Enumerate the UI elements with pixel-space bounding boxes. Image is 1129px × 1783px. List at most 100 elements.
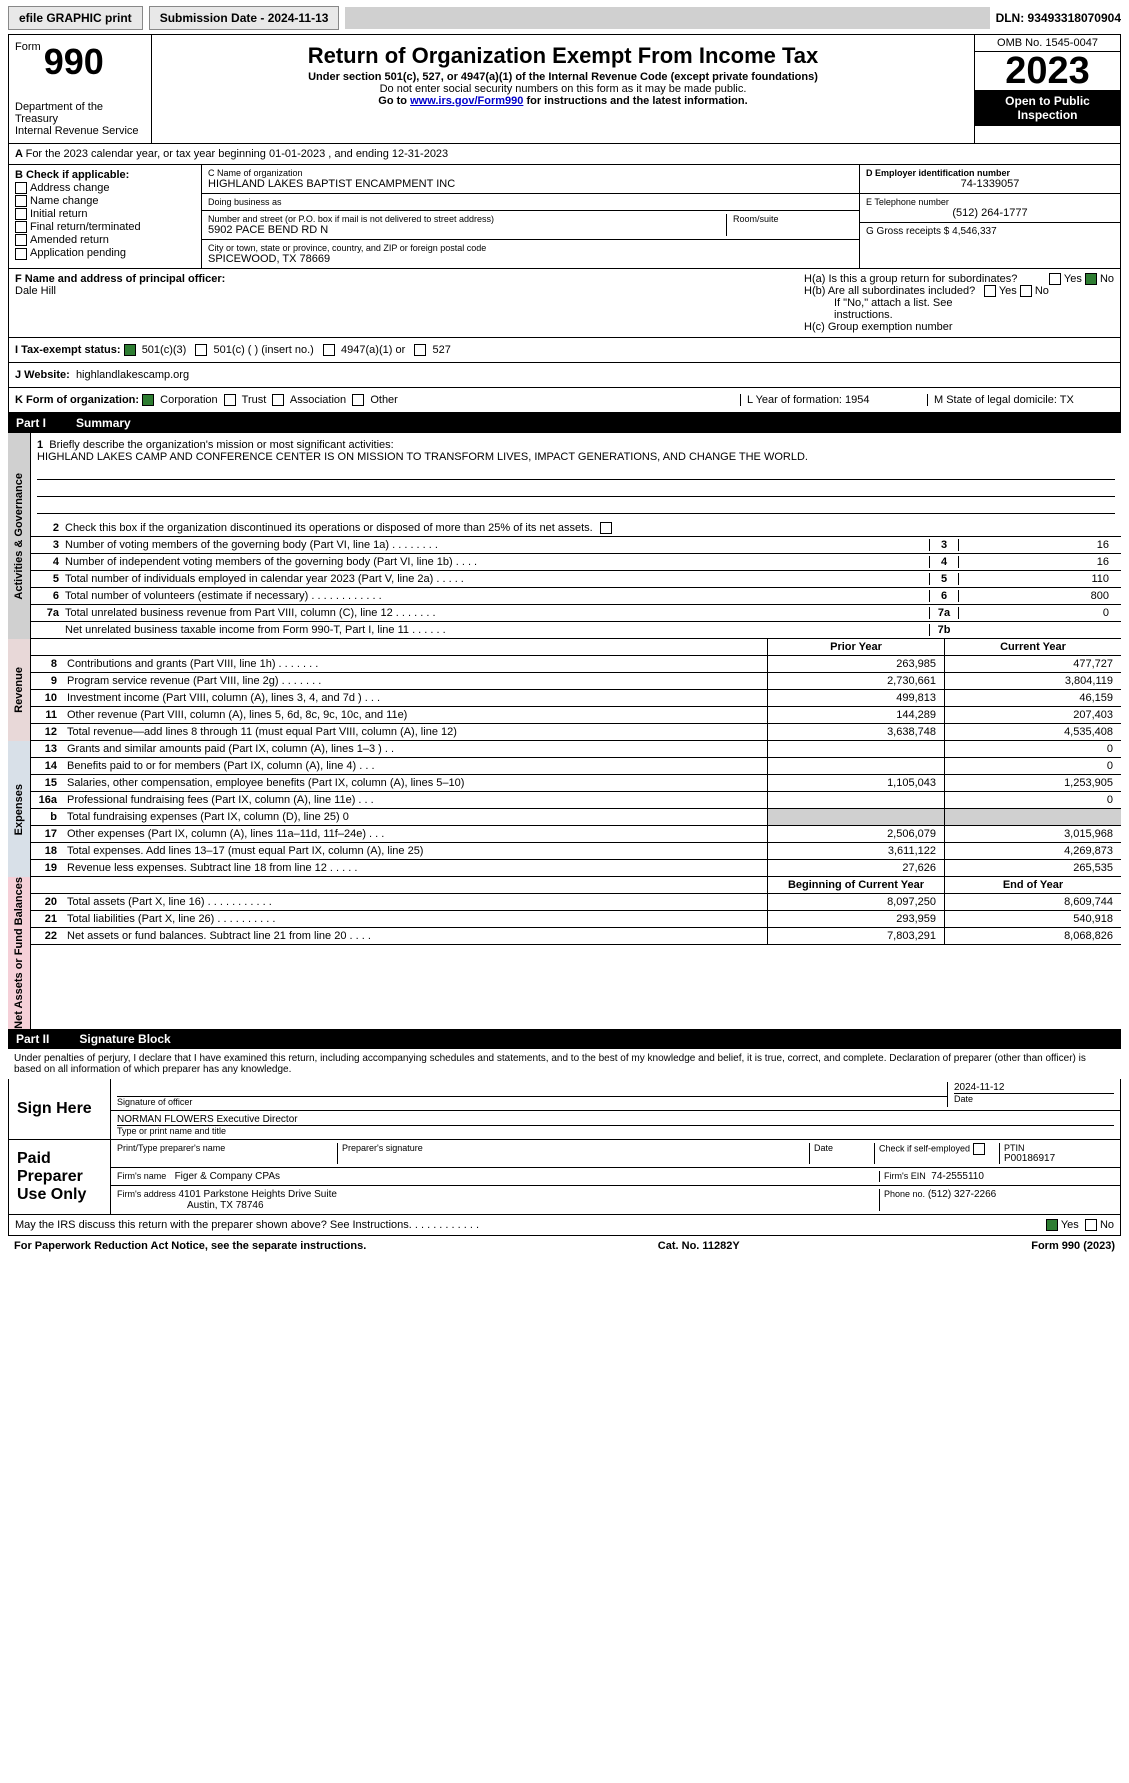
- room-label: Room/suite: [733, 214, 853, 224]
- footer-left: For Paperwork Reduction Act Notice, see …: [14, 1240, 366, 1252]
- form-page: efile GRAPHIC print Submission Date - 20…: [0, 0, 1129, 1262]
- mission-label: Briefly describe the organization's miss…: [49, 439, 393, 451]
- chk-trust[interactable]: [224, 394, 236, 406]
- data-line-17: 17Other expenses (Part IX, column (A), l…: [31, 826, 1121, 843]
- firm-addr2: Austin, TX 78746: [117, 1200, 879, 1211]
- sign-date-value: 2024-11-12: [954, 1082, 1114, 1093]
- part2-title: Signature Block: [79, 1032, 170, 1046]
- firm-phone-label: Phone no.: [884, 1189, 925, 1199]
- submission-date-button[interactable]: Submission Date - 2024-11-13: [149, 6, 340, 30]
- state-domicile: M State of legal domicile: TX: [927, 394, 1114, 406]
- tax-year: 2023: [975, 52, 1120, 90]
- website-label: J Website:: [15, 369, 70, 381]
- efile-print-button[interactable]: efile GRAPHIC print: [8, 6, 143, 30]
- data-line-22: 22Net assets or fund balances. Subtract …: [31, 928, 1121, 945]
- sign-here-block: Sign Here Signature of officer 2024-11-1…: [8, 1079, 1121, 1140]
- line-2: 2 Check this box if the organization dis…: [31, 520, 1121, 537]
- chk-name-change[interactable]: Name change: [15, 195, 195, 207]
- data-line-b: bTotal fundraising expenses (Part IX, co…: [31, 809, 1121, 826]
- chk-4947[interactable]: [323, 344, 335, 356]
- activities-tab: Activities & Governance: [8, 433, 30, 639]
- chk-other[interactable]: [352, 394, 364, 406]
- row-k-org: K Form of organization: Corporation Trus…: [8, 388, 1121, 413]
- irs-link[interactable]: www.irs.gov/Form990: [410, 95, 523, 107]
- expenses-tab: Expenses: [8, 741, 30, 877]
- street-label: Number and street (or P.O. box if mail i…: [208, 214, 726, 224]
- taxyear-text: For the 2023 calendar year, or tax year …: [26, 148, 449, 160]
- ha-no-checkbox[interactable]: [1085, 273, 1097, 285]
- netassets-body: Beginning of Current Year End of Year 20…: [30, 877, 1121, 1029]
- activity-line-6: 6Total number of volunteers (estimate if…: [31, 588, 1121, 605]
- col-c-orginfo: C Name of organization HIGHLAND LAKES BA…: [202, 165, 859, 268]
- formorg-label: K Form of organization:: [15, 394, 139, 406]
- mission-block: 1 Briefly describe the organization's mi…: [31, 433, 1121, 520]
- form-subtitle-2: Do not enter social security numbers on …: [162, 83, 964, 95]
- chk-initial-return[interactable]: Initial return: [15, 208, 195, 220]
- officer-value: Dale Hill: [15, 285, 792, 297]
- revenue-section: Revenue Prior Year Current Year 8Contrib…: [8, 639, 1121, 741]
- firm-addr1: 4101 Parkstone Heights Drive Suite: [179, 1189, 337, 1200]
- mission-text: HIGHLAND LAKES CAMP AND CONFERENCE CENTE…: [37, 451, 808, 463]
- chk-corp[interactable]: [142, 394, 154, 406]
- header-left-cell: Form 990 Department of the Treasury Inte…: [9, 35, 152, 143]
- discuss-text: May the IRS discuss this return with the…: [15, 1219, 1046, 1231]
- data-line-12: 12Total revenue—add lines 8 through 11 (…: [31, 724, 1121, 741]
- sign-here-label: Sign Here: [9, 1079, 111, 1139]
- netassets-header-row: Beginning of Current Year End of Year: [31, 877, 1121, 894]
- data-line-21: 21Total liabilities (Part X, line 26) . …: [31, 911, 1121, 928]
- chk-self-employed[interactable]: [973, 1143, 985, 1155]
- ha-yes-checkbox[interactable]: [1049, 273, 1061, 285]
- chk-address-change[interactable]: Address change: [15, 182, 195, 194]
- expenses-section: Expenses 13Grants and similar amounts pa…: [8, 741, 1121, 877]
- taxexempt-label: I Tax-exempt status:: [15, 344, 121, 356]
- chk-application-pending[interactable]: Application pending: [15, 247, 195, 259]
- expenses-body: 13Grants and similar amounts paid (Part …: [30, 741, 1121, 877]
- street-value: 5902 PACE BEND RD N: [208, 224, 726, 236]
- discuss-no-checkbox[interactable]: [1085, 1219, 1097, 1231]
- hb-label: H(b) Are all subordinates included?: [804, 285, 975, 297]
- hb-no-checkbox[interactable]: [1020, 285, 1032, 297]
- paid-body: Print/Type preparer's name Preparer's si…: [111, 1140, 1120, 1214]
- chk-discontinued[interactable]: [600, 522, 612, 534]
- form-title: Return of Organization Exempt From Incom…: [162, 43, 964, 69]
- chk-assoc[interactable]: [272, 394, 284, 406]
- col-f-officer: F Name and address of principal officer:…: [9, 269, 798, 337]
- data-line-10: 10Investment income (Part VIII, column (…: [31, 690, 1121, 707]
- form-subtitle-3: Go to www.irs.gov/Form990 for instructio…: [162, 95, 964, 107]
- chk-527[interactable]: [414, 344, 426, 356]
- mission-line1: [37, 465, 1115, 480]
- activity-line-7b: Net unrelated business taxable income fr…: [31, 622, 1121, 639]
- chk-501c[interactable]: [195, 344, 207, 356]
- data-line-8: 8Contributions and grants (Part VIII, li…: [31, 656, 1121, 673]
- officer-label: F Name and address of principal officer:: [15, 273, 225, 285]
- col-d-ein: D Employer identification number 74-1339…: [859, 165, 1120, 268]
- gross-label: G Gross receipts $: [866, 226, 949, 237]
- header-right-cell: OMB No. 1545-0047 2023 Open to Public In…: [974, 35, 1120, 143]
- row-j-website: J Website: highlandlakescamp.org: [8, 363, 1121, 388]
- hb-yes-checkbox[interactable]: [984, 285, 996, 297]
- hc-label: H(c) Group exemption number: [804, 321, 1114, 333]
- activities-section: Activities & Governance 1 Briefly descri…: [8, 433, 1121, 639]
- chk-amended-return[interactable]: Amended return: [15, 234, 195, 246]
- city-value: SPICEWOOD, TX 78669: [208, 253, 853, 265]
- ein-value: 74-1339057: [866, 178, 1114, 190]
- firm-name-label: Firm's name: [117, 1171, 166, 1181]
- form-header: Form 990 Department of the Treasury Inte…: [8, 34, 1121, 144]
- chk-final-return[interactable]: Final return/terminated: [15, 221, 195, 233]
- preparer-date-label: Date: [809, 1143, 874, 1164]
- hb-note: If "No," attach a list. See instructions…: [804, 297, 1114, 321]
- chk-501c3[interactable]: [124, 344, 136, 356]
- firm-addr-label: Firm's address: [117, 1189, 176, 1199]
- col-h-group: H(a) Is this a group return for subordin…: [798, 269, 1120, 337]
- part2-header: Part II Signature Block: [8, 1029, 1121, 1049]
- footer-right: Form 990 (2023): [1031, 1240, 1115, 1252]
- part1-num: Part I: [16, 416, 46, 430]
- netassets-section: Net Assets or Fund Balances Beginning of…: [8, 877, 1121, 1029]
- ptin-value: P00186917: [1004, 1153, 1114, 1164]
- row-a-taxyear: A For the 2023 calendar year, or tax yea…: [8, 144, 1121, 165]
- activity-line-5: 5Total number of individuals employed in…: [31, 571, 1121, 588]
- firm-name-value: Figer & Company CPAs: [175, 1171, 280, 1182]
- form-number: 990: [44, 41, 104, 82]
- discuss-yes-checkbox[interactable]: [1046, 1219, 1058, 1231]
- data-line-20: 20Total assets (Part X, line 16) . . . .…: [31, 894, 1121, 911]
